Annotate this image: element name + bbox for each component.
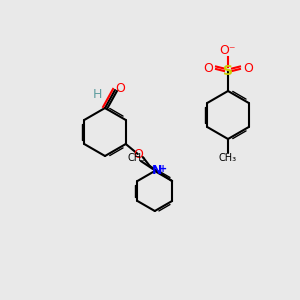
Text: O⁻: O⁻ — [220, 44, 236, 58]
Text: CH₃: CH₃ — [219, 153, 237, 163]
Text: CH₃: CH₃ — [128, 153, 146, 163]
Text: O: O — [115, 82, 125, 94]
Text: +: + — [159, 164, 167, 174]
Text: H: H — [92, 88, 102, 100]
Text: S: S — [223, 64, 233, 78]
Text: N: N — [152, 164, 162, 176]
Text: O: O — [133, 148, 143, 160]
Text: O: O — [243, 62, 253, 76]
Text: O: O — [203, 62, 213, 76]
